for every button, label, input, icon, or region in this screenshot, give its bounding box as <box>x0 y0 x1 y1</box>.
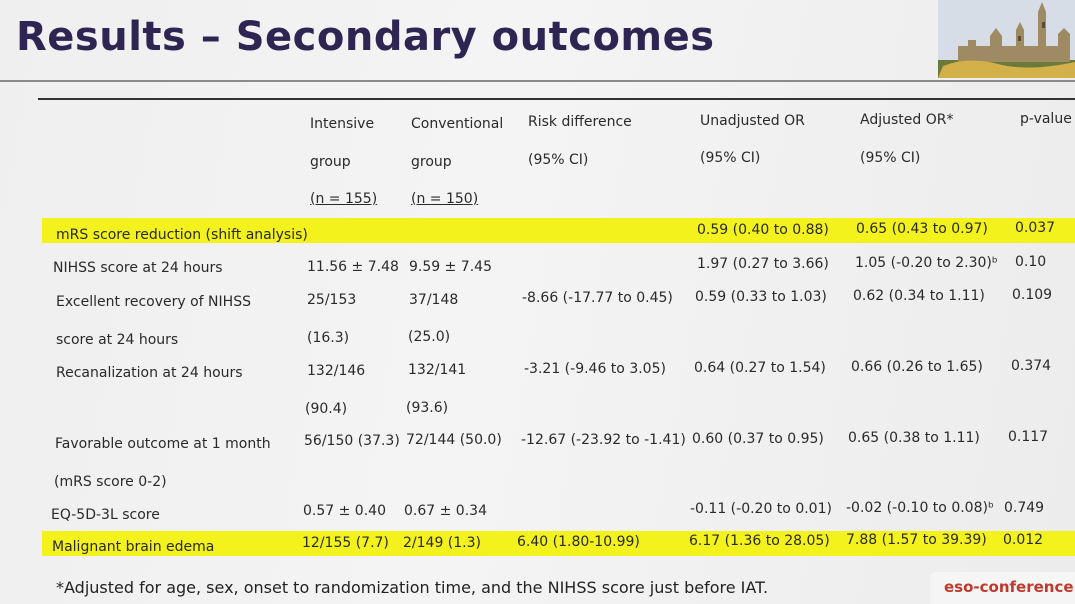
row-9-outcome: Malignant brain edema <box>52 539 215 555</box>
row-7-outcome: (mRS score 0-2) <box>54 474 167 490</box>
row-6-unadjusted-or: 0.60 (0.37 to 0.95) <box>692 431 824 447</box>
row-6-outcome: Favorable outcome at 1 month <box>55 436 271 452</box>
row-9-intensive: 12/155 (7.7) <box>302 535 389 551</box>
row-0-unadjusted-or: 0.59 (0.40 to 0.88) <box>697 222 829 238</box>
row-4-risk-difference: -3.21 (-9.46 to 3.05) <box>524 361 666 377</box>
row-2-outcome: Excellent recovery of NIHSS <box>56 294 251 310</box>
row-0-adjusted-or: 0.65 (0.43 to 0.97) <box>856 221 988 237</box>
row-2-risk-difference: -8.66 (-17.77 to 0.45) <box>522 290 673 306</box>
row-8-adjusted-or: -0.02 (-0.10 to 0.08)ᵇ <box>846 500 994 516</box>
header-intensive-1: Intensive <box>310 116 375 132</box>
row-0-outcome: mRS score reduction (shift analysis) <box>56 227 308 243</box>
row-9-conventional: 2/149 (1.3) <box>403 535 481 551</box>
conference-url: eso-conference.o <box>944 578 1075 596</box>
row-6-risk-difference: -12.67 (-23.92 to -1.41) <box>521 432 686 448</box>
header-conventional-2: group <box>411 154 452 170</box>
header-conventional-1: Conventional <box>411 116 504 132</box>
adjustment-footnote: *Adjusted for age, sex, onset to randomi… <box>56 578 769 597</box>
row-2-intensive: 25/153 <box>307 292 357 308</box>
row-8-outcome: EQ-5D-3L score <box>51 507 160 523</box>
header-unadjusted-or-1: Unadjusted OR <box>700 113 805 129</box>
row-4-intensive: 132/146 <box>307 363 366 379</box>
header-conventional-3: (n = 150) <box>411 191 479 207</box>
header-risk-difference-2: (95% CI) <box>528 152 589 168</box>
header-adjusted-or-1: Adjusted OR* <box>860 112 954 128</box>
slide-title: Results – Secondary outcomes <box>16 14 715 60</box>
header-p-value: p-value <box>1020 111 1072 127</box>
row-8-conventional: 0.67 ± 0.34 <box>404 503 487 519</box>
row-1-p-value: 0.10 <box>1015 254 1047 270</box>
row-6-adjusted-or: 0.65 (0.38 to 1.11) <box>848 430 980 446</box>
row-2-unadjusted-or: 0.59 (0.33 to 1.03) <box>695 289 827 305</box>
row-highlight-edema <box>42 531 1075 556</box>
row-1-intensive: 11.56 ± 7.48 <box>307 259 399 275</box>
row-6-conventional: 72/144 (50.0) <box>406 432 502 448</box>
row-4-conventional: 132/141 <box>408 362 467 378</box>
row-1-adjusted-or: 1.05 (-0.20 to 2.30)ᵇ <box>855 255 998 271</box>
row-5-intensive: (90.4) <box>305 401 348 417</box>
row-3-outcome: score at 24 hours <box>56 332 179 348</box>
row-4-unadjusted-or: 0.64 (0.27 to 1.54) <box>694 360 826 376</box>
row-1-unadjusted-or: 1.97 (0.27 to 3.66) <box>697 256 829 272</box>
row-4-outcome: Recanalization at 24 hours <box>56 365 243 381</box>
row-1-conventional: 9.59 ± 7.45 <box>409 259 492 275</box>
row-8-intensive: 0.57 ± 0.40 <box>303 503 386 519</box>
row-9-adjusted-or: 7.88 (1.57 to 39.39) <box>846 532 987 548</box>
title-divider <box>0 80 1075 82</box>
row-8-unadjusted-or: -0.11 (-0.20 to 0.01) <box>690 501 832 517</box>
row-3-intensive: (16.3) <box>307 330 350 346</box>
row-4-adjusted-or: 0.66 (0.26 to 1.65) <box>851 359 983 375</box>
row-9-unadjusted-or: 6.17 (1.36 to 28.05) <box>689 533 830 549</box>
row-5-conventional: (93.6) <box>406 400 449 416</box>
row-3-conventional: (25.0) <box>408 329 451 345</box>
row-9-risk-difference: 6.40 (1.80-10.99) <box>517 534 640 550</box>
conference-badge <box>930 572 1075 604</box>
table-top-rule <box>38 98 1075 100</box>
row-6-p-value: 0.117 <box>1008 429 1049 445</box>
row-2-p-value: 0.109 <box>1012 287 1053 303</box>
row-6-intensive: 56/150 (37.3) <box>304 433 400 449</box>
header-adjusted-or-2: (95% CI) <box>860 150 921 166</box>
row-2-adjusted-or: 0.62 (0.34 to 1.11) <box>853 288 985 304</box>
header-risk-difference-1: Risk difference <box>528 114 632 130</box>
row-4-p-value: 0.374 <box>1011 358 1052 374</box>
castle-logo-image <box>938 0 1075 78</box>
header-unadjusted-or-2: (95% CI) <box>700 150 761 166</box>
header-intensive-2: group <box>310 154 351 170</box>
row-0-p-value: 0.037 <box>1015 220 1056 236</box>
header-intensive-3: (n = 155) <box>310 191 378 207</box>
row-2-conventional: 37/148 <box>409 292 459 308</box>
row-highlight-mrs <box>42 218 1075 243</box>
row-9-p-value: 0.012 <box>1003 532 1044 548</box>
row-8-p-value: 0.749 <box>1004 500 1045 516</box>
row-1-outcome: NIHSS score at 24 hours <box>53 260 223 276</box>
